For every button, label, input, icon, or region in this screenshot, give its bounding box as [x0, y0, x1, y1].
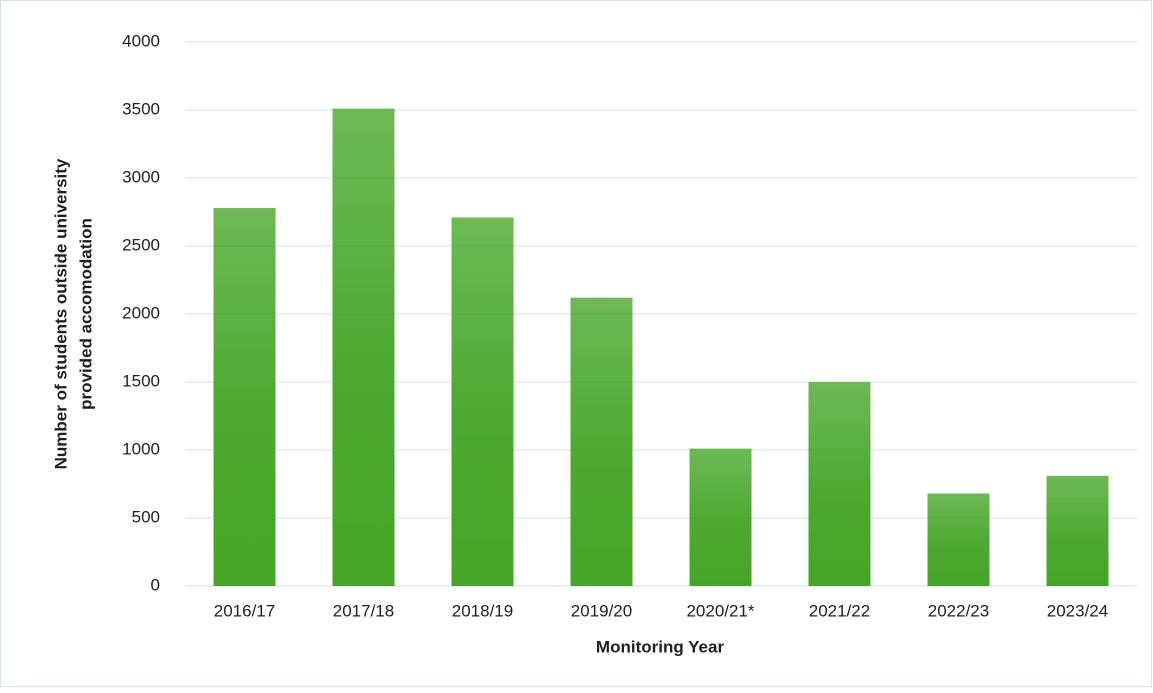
- y-tick-label: 3000: [122, 167, 160, 186]
- y-tick-label: 2000: [122, 303, 160, 322]
- y-tick-label: 1500: [122, 371, 160, 390]
- bar: [451, 217, 514, 586]
- y-tick-label: 2500: [122, 235, 160, 254]
- x-tick-label: 2016/17: [214, 601, 275, 620]
- bar: [689, 448, 752, 586]
- bar: [213, 207, 276, 587]
- bar: [1046, 475, 1109, 586]
- x-tick-label: 2017/18: [333, 601, 394, 620]
- bar: [332, 108, 395, 586]
- y-axis-label-line: Number of students outside university: [51, 158, 70, 469]
- y-axis-label-line: provided accomodation: [76, 218, 95, 410]
- bar: [927, 493, 990, 586]
- x-tick-label: 2023/24: [1047, 601, 1108, 620]
- y-tick-label: 500: [132, 507, 160, 526]
- x-axis-label: Monitoring Year: [596, 637, 725, 656]
- x-tick-label: 2018/19: [452, 601, 513, 620]
- y-tick-label: 3500: [122, 99, 160, 118]
- y-tick-label: 4000: [122, 31, 160, 50]
- x-tick-label: 2020/21*: [686, 601, 754, 620]
- y-axis-label: Number of students outside university pr…: [51, 158, 95, 469]
- y-tick-label: 0: [151, 575, 160, 594]
- x-tick-label: 2019/20: [571, 601, 632, 620]
- bar: [808, 382, 871, 586]
- bar: [570, 297, 633, 586]
- x-tick-label: 2022/23: [928, 601, 989, 620]
- y-tick-label: 1000: [122, 439, 160, 458]
- x-tick-label: 2021/22: [809, 601, 870, 620]
